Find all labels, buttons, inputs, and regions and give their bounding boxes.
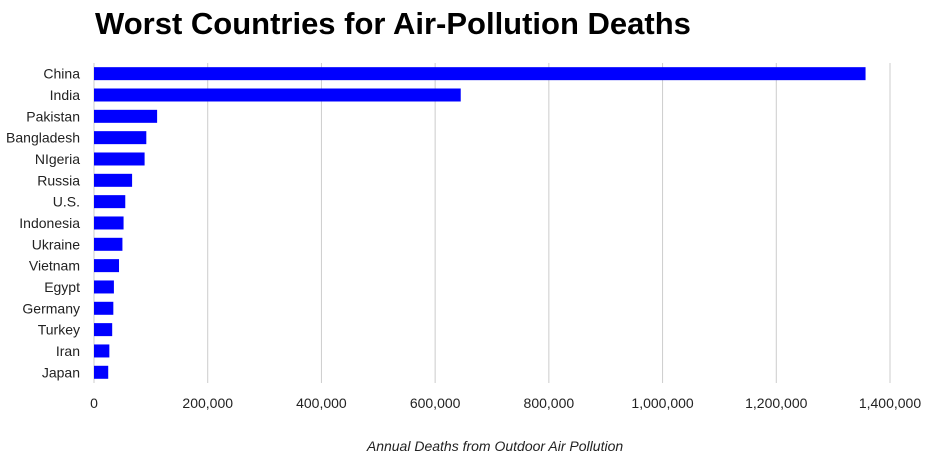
bar bbox=[94, 237, 123, 251]
bar bbox=[94, 173, 133, 187]
bar bbox=[94, 67, 866, 81]
bar bbox=[94, 280, 114, 294]
x-tick-label: 1,000,000 bbox=[631, 395, 693, 411]
category-label: Bangladesh bbox=[6, 130, 80, 146]
category-label: Turkey bbox=[38, 322, 80, 338]
x-tick-label: 800,000 bbox=[524, 395, 575, 411]
category-label: Japan bbox=[42, 364, 80, 380]
bar bbox=[94, 131, 147, 145]
category-label: India bbox=[50, 87, 81, 103]
category-label: Germany bbox=[22, 300, 80, 316]
x-axis-title: Annual Deaths from Outdoor Air Pollution bbox=[366, 438, 623, 454]
x-tick-label: 600,000 bbox=[410, 395, 461, 411]
x-tick-label: 400,000 bbox=[296, 395, 347, 411]
bars bbox=[94, 67, 866, 379]
bar bbox=[94, 152, 145, 166]
category-label: Vietnam bbox=[29, 258, 80, 274]
category-label: China bbox=[43, 66, 80, 82]
x-tick-label: 1,200,000 bbox=[745, 395, 807, 411]
bar bbox=[94, 259, 120, 273]
category-label: Ukraine bbox=[32, 236, 80, 252]
category-label: Indonesia bbox=[19, 215, 80, 231]
bar bbox=[94, 195, 126, 209]
x-tick-label: 1,400,000 bbox=[859, 395, 921, 411]
category-label: NIgeria bbox=[35, 151, 80, 167]
x-tick-label: 200,000 bbox=[182, 395, 233, 411]
bar bbox=[94, 301, 114, 315]
category-label: Egypt bbox=[44, 279, 80, 295]
category-labels: China India Pakistan Bangladesh NIgeria Russi… bbox=[6, 66, 80, 381]
bar bbox=[94, 109, 158, 123]
bar bbox=[94, 323, 113, 337]
x-tick-labels: 0 200,000 400,000 600,000 800,000 1,000,000 1,… bbox=[90, 395, 921, 411]
bar bbox=[94, 365, 109, 379]
chart-title: Worst Countries for Air-Pollution Deaths bbox=[95, 6, 691, 41]
bar bbox=[94, 216, 124, 230]
bar bbox=[94, 344, 110, 358]
gridlines bbox=[93, 63, 891, 383]
category-label: Pakistan bbox=[26, 108, 80, 124]
category-label: Russia bbox=[37, 172, 80, 188]
category-label: Iran bbox=[56, 343, 80, 359]
bar bbox=[94, 88, 461, 102]
category-label: U.S. bbox=[53, 194, 80, 210]
x-tick-label: 0 bbox=[90, 395, 98, 411]
